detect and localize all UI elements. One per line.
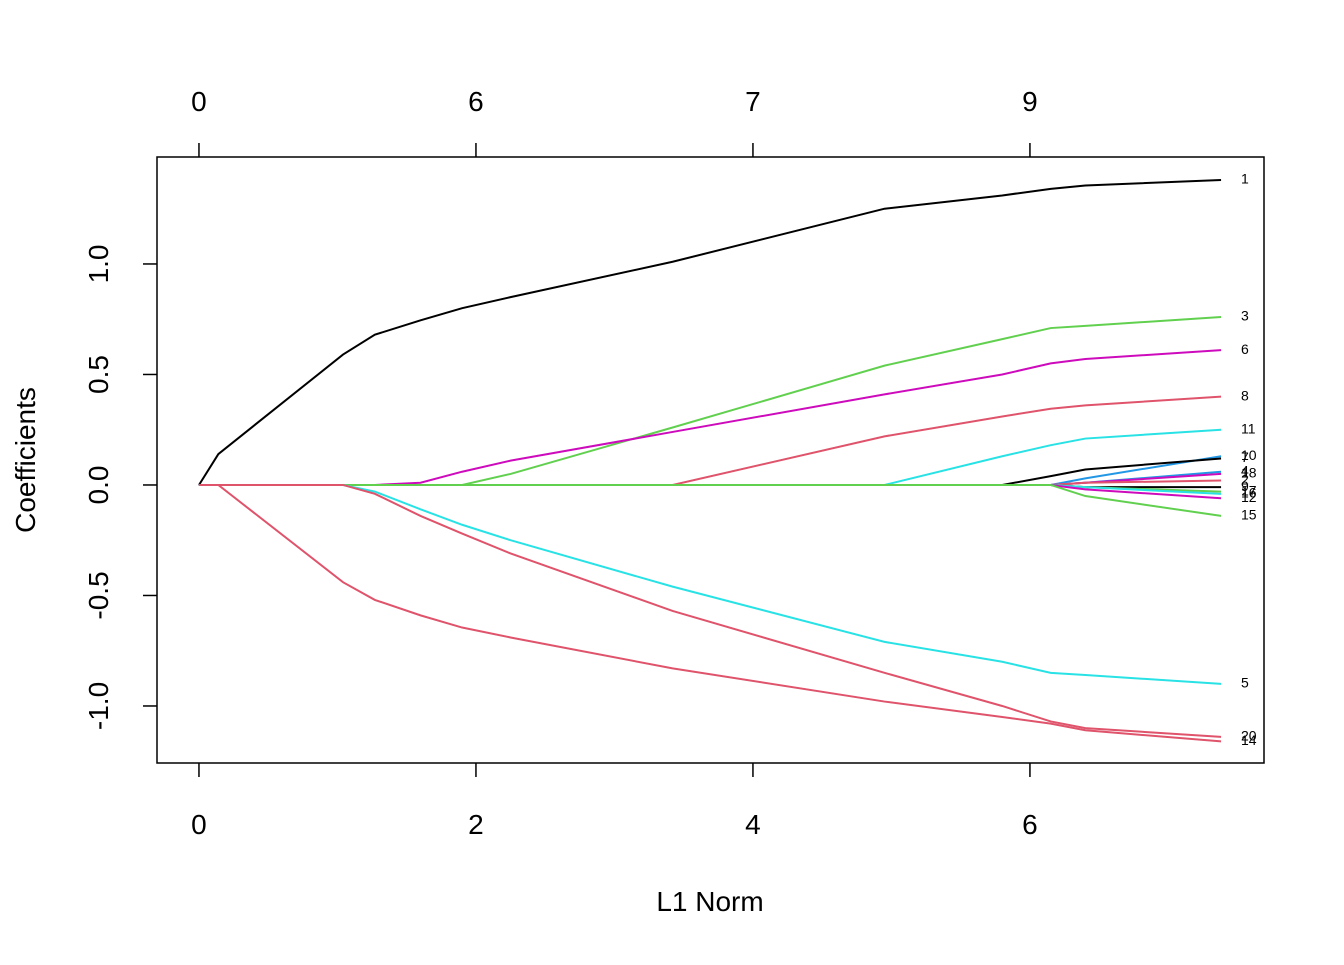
y-tick-label: 0.5: [83, 355, 114, 394]
y-tick-label: 1.0: [83, 244, 114, 283]
y-tick-label: 0.0: [83, 466, 114, 505]
y-tick-label: -1.0: [83, 682, 114, 730]
series-label: 12: [1241, 489, 1257, 505]
plot-box: [156, 156, 1265, 764]
series-label: 15: [1241, 507, 1257, 523]
series-label: 20: [1241, 728, 1257, 744]
top-tick-label: 9: [1022, 86, 1038, 117]
series-label: 16: [1241, 485, 1257, 501]
series-label: 14: [1241, 732, 1257, 748]
series-label: 9: [1241, 478, 1249, 494]
series-label: 10: [1241, 447, 1257, 463]
top-tick-label: 0: [191, 86, 207, 117]
top-tick-label: 6: [468, 86, 484, 117]
y-axis-label: Coefficients: [10, 387, 41, 533]
series-label: 1: [1241, 171, 1249, 187]
coef-path: [198, 178, 1222, 486]
series-label: 4: [1241, 462, 1249, 478]
x-tick-label: 4: [745, 809, 761, 840]
y-tick-label: -0.5: [83, 571, 114, 619]
x-tick-label: 6: [1022, 809, 1038, 840]
series-label: 11: [1241, 420, 1256, 436]
coef-path: [198, 483, 1222, 743]
series-label: 6: [1241, 341, 1249, 357]
x-axis-label: L1 Norm: [656, 886, 763, 917]
top-tick-label: 7: [745, 86, 761, 117]
series-label: 5: [1241, 675, 1249, 691]
series-label: 17: [1241, 482, 1257, 498]
coef-path: [198, 483, 1222, 738]
series-label: 3: [1241, 308, 1249, 324]
series-label: 18: [1241, 465, 1257, 481]
series-label: 8: [1241, 387, 1249, 403]
series-label: 2: [1241, 471, 1249, 487]
x-tick-label: 0: [191, 809, 207, 840]
series-label: 7: [1241, 449, 1249, 465]
x-tick-label: 2: [468, 809, 484, 840]
